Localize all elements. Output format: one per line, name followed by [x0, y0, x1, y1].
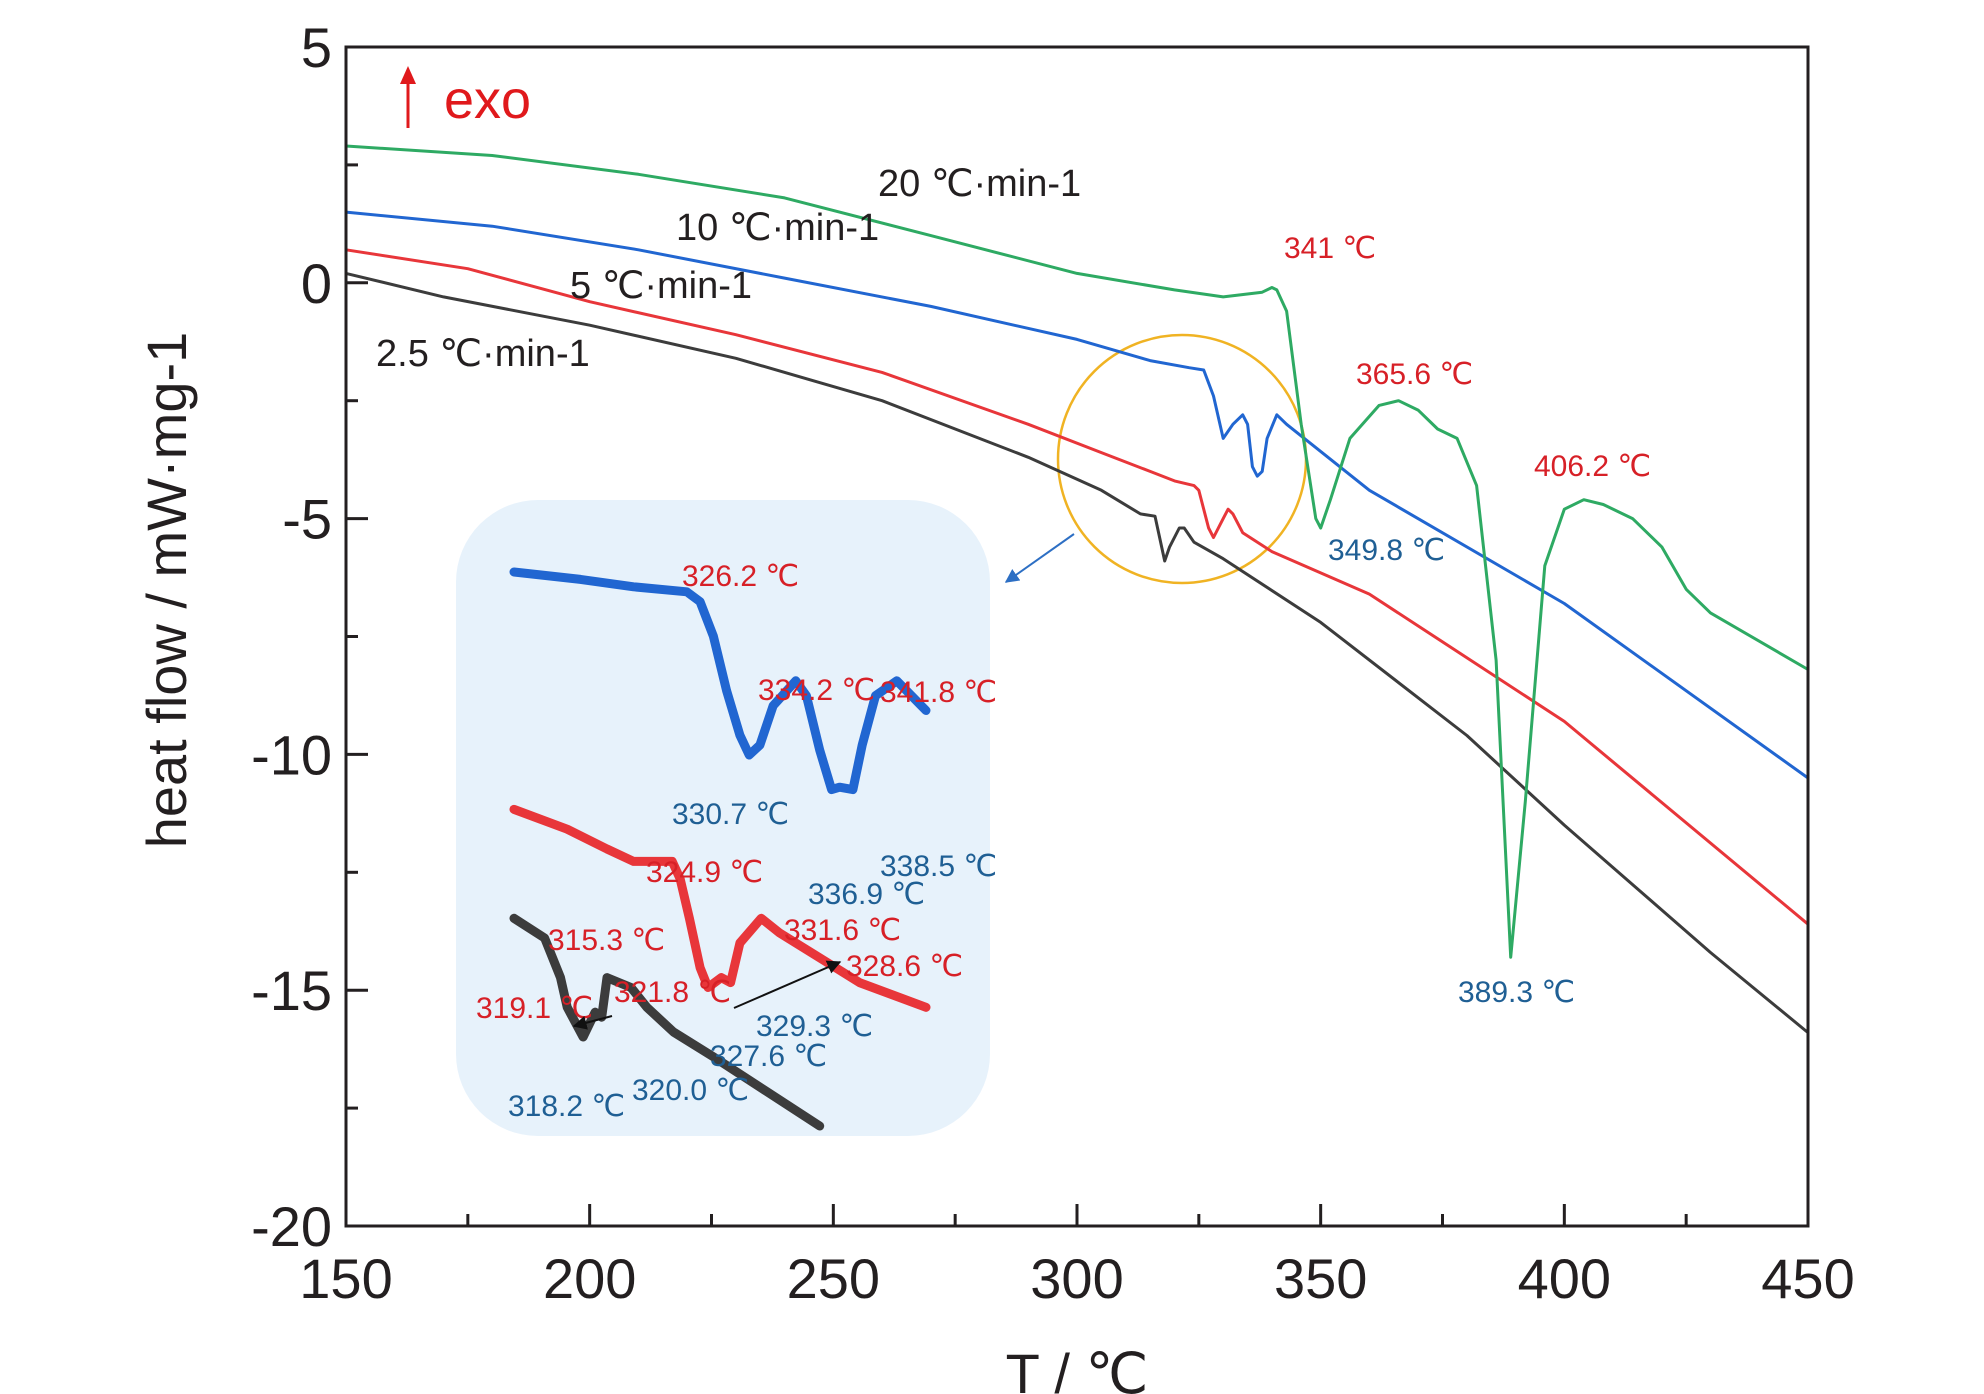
- series-line-1: [345, 248, 1809, 926]
- inset-annotation: 334.2 ℃: [758, 674, 875, 707]
- y-axis-title: heat flow / mW·mg-1: [135, 332, 198, 849]
- inset-annotation: 328.6 ℃: [846, 950, 963, 983]
- x-tick-label: 350: [1274, 1247, 1367, 1310]
- x-tick-label: 250: [787, 1247, 880, 1310]
- rate-label-10: 10 ℃·min-1: [676, 207, 879, 249]
- inset-annotation: 321.8 ℃: [614, 976, 731, 1009]
- x-tick-label: 400: [1518, 1247, 1611, 1310]
- annotation-341: 341 ℃: [1284, 232, 1376, 265]
- inset-annotation: 324.9 ℃: [646, 856, 763, 889]
- annotation-406-2: 406.2 ℃: [1534, 450, 1651, 483]
- y-tick-label: -15: [251, 959, 332, 1022]
- inset-arrow-319: [572, 1015, 613, 1030]
- inset-series-line-1: [509, 804, 931, 1012]
- inset-annotation: 336.9 ℃: [808, 878, 925, 911]
- annotation-349-8: 349.8 ℃: [1328, 534, 1445, 567]
- y-tick-label: -20: [251, 1195, 332, 1258]
- annotation-389-3: 389.3 ℃: [1458, 976, 1575, 1009]
- inset-annotation: 338.5 ℃: [880, 850, 997, 883]
- rate-label-2-5: 2.5 ℃·min-1: [376, 333, 590, 375]
- inset-annotation: 330.7 ℃: [672, 798, 789, 831]
- inset-annotation: 320.0 ℃: [632, 1074, 749, 1107]
- annotation-365-6: 365.6 ℃: [1356, 358, 1473, 391]
- y-tick-label: 5: [301, 16, 332, 79]
- x-tick-label: 200: [543, 1247, 636, 1310]
- inset-annotations: 326.2 ℃ 334.2 ℃ 341.8 ℃ 330.7 ℃ 336.9 ℃ …: [476, 560, 997, 1123]
- inset-annotation: 326.2 ℃: [682, 560, 799, 593]
- exo-arrowhead-icon: [400, 66, 416, 84]
- inset-annotation: 315.3 ℃: [548, 924, 665, 957]
- inset-arrow-328: [733, 960, 842, 1009]
- inset-annotation: 329.3 ℃: [756, 1010, 873, 1043]
- y-tick-label: 0: [301, 252, 332, 315]
- zoom-circle: [1056, 333, 1308, 585]
- x-tick-label: 300: [1030, 1247, 1123, 1310]
- x-tick-label: 450: [1761, 1247, 1854, 1310]
- series-line-0: [345, 271, 1809, 1034]
- inset-series-line-0: [509, 567, 931, 795]
- zoom-pointer-arrow: [1004, 533, 1075, 583]
- series-line-2: [345, 210, 1809, 780]
- rate-label-5: 5 ℃·min-1: [570, 265, 752, 307]
- exo-label: exo: [444, 70, 531, 130]
- y-tick-label: -10: [251, 723, 332, 786]
- x-axis-title: T / ℃: [1006, 1342, 1149, 1394]
- series-line-3: [345, 144, 1809, 959]
- x-tick-label: 150: [299, 1247, 392, 1310]
- rate-label-20: 20 ℃·min-1: [878, 163, 1081, 205]
- inset-annotation: 341.8 ℃: [880, 676, 997, 709]
- inset-annotation: 327.6 ℃: [710, 1040, 827, 1073]
- inset-series-line-2: [509, 913, 825, 1131]
- inset-annotation: 318.2 ℃: [508, 1090, 625, 1123]
- y-tick-label: -5: [282, 488, 332, 551]
- inset-annotation: 319.1 ℃: [476, 992, 593, 1025]
- inset-annotation: 331.6 ℃: [784, 914, 901, 947]
